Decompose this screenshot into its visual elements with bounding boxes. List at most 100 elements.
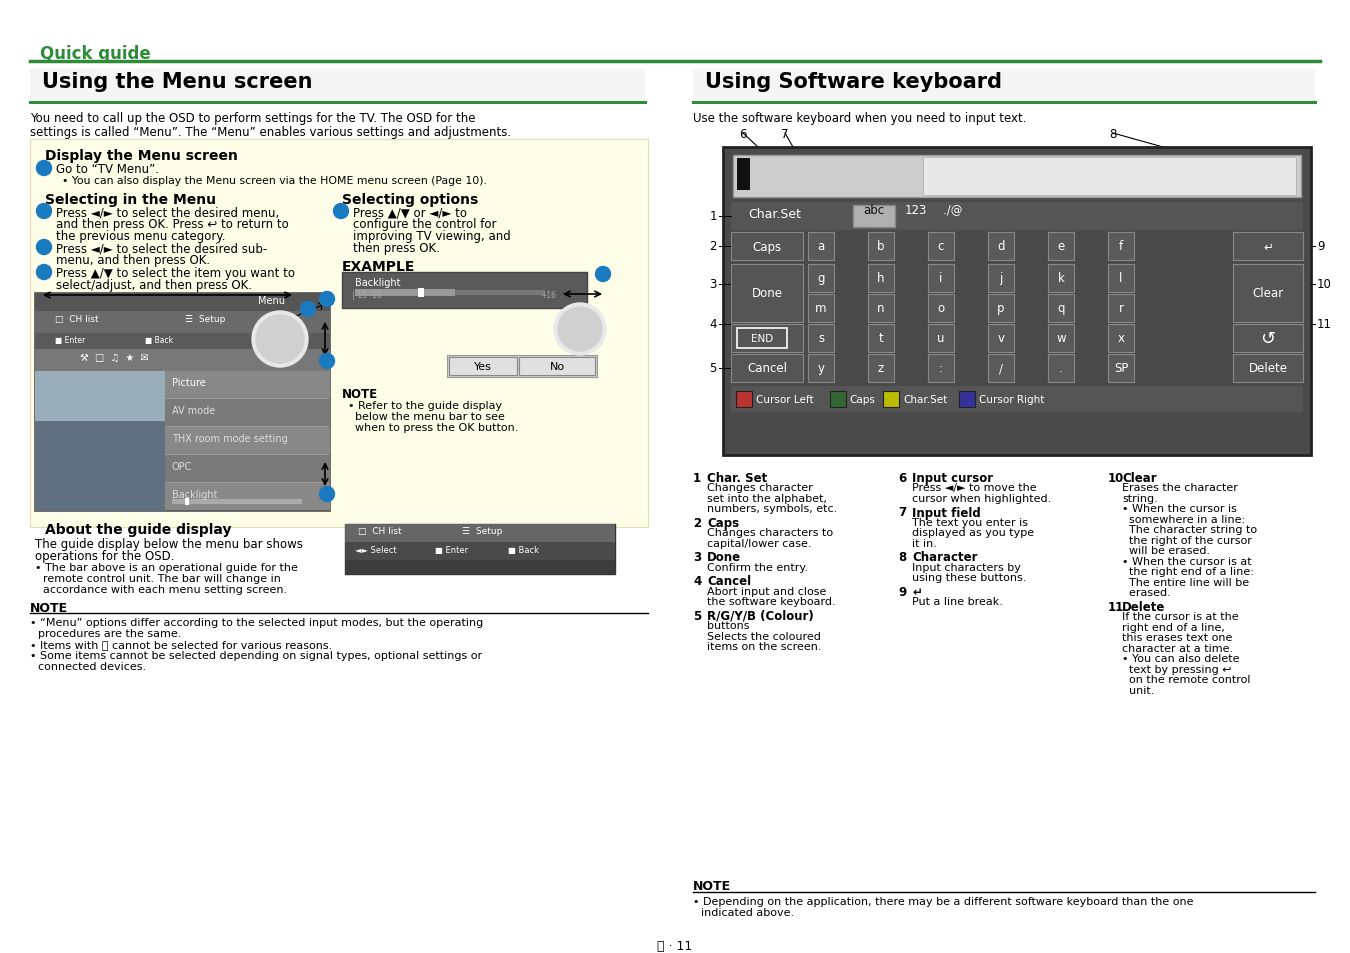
- Text: the previous menu category.: the previous menu category.: [55, 230, 225, 243]
- Bar: [35, 372, 165, 421]
- Bar: [927, 233, 954, 261]
- Text: g: g: [817, 273, 825, 285]
- Text: 6: 6: [740, 128, 747, 141]
- Bar: [35, 372, 165, 512]
- Text: • Some items cannot be selected depending on signal types, optional settings or: • Some items cannot be selected dependin…: [30, 650, 482, 660]
- Text: then press OK.: then press OK.: [352, 242, 440, 254]
- Text: 9: 9: [1318, 240, 1324, 253]
- Bar: [30, 70, 645, 103]
- Bar: [737, 329, 787, 349]
- Text: The text you enter is: The text you enter is: [913, 517, 1027, 527]
- Text: +16: +16: [540, 291, 556, 299]
- Text: 11: 11: [1108, 600, 1125, 614]
- Bar: [730, 203, 1303, 231]
- Bar: [1048, 265, 1075, 293]
- Text: Menu: Menu: [258, 295, 285, 306]
- Text: string.: string.: [1122, 494, 1158, 503]
- Bar: [988, 294, 1014, 323]
- Circle shape: [36, 204, 51, 219]
- Text: i: i: [940, 273, 942, 285]
- Text: 2: 2: [710, 240, 717, 253]
- Text: You need to call up the OSD to perform settings for the TV. The OSD for the: You need to call up the OSD to perform s…: [30, 112, 475, 125]
- Text: the right of the cursor: the right of the cursor: [1122, 536, 1251, 545]
- Text: Press ▲/▼ or ◄/► to: Press ▲/▼ or ◄/► to: [352, 206, 467, 219]
- Text: character at a time.: character at a time.: [1122, 643, 1233, 654]
- Text: Cancel: Cancel: [747, 362, 787, 375]
- Text: this erases text one: this erases text one: [1122, 633, 1233, 643]
- Bar: [1108, 265, 1134, 293]
- Bar: [342, 273, 587, 309]
- Text: the right end of a line:: the right end of a line:: [1122, 567, 1254, 577]
- Bar: [927, 265, 954, 293]
- Text: Selecting options: Selecting options: [342, 193, 478, 207]
- Text: ./@: ./@: [944, 203, 967, 216]
- Bar: [868, 294, 894, 323]
- Text: NOTE: NOTE: [693, 879, 732, 892]
- Text: • Refer to the guide display: • Refer to the guide display: [348, 400, 502, 411]
- Text: 5: 5: [710, 362, 717, 375]
- Text: y: y: [818, 362, 825, 375]
- Bar: [809, 325, 834, 353]
- Circle shape: [595, 267, 610, 282]
- Text: :: :: [940, 362, 944, 375]
- Bar: [733, 156, 1301, 198]
- Bar: [165, 428, 329, 455]
- Text: Press ◄/► to select the desired menu,: Press ◄/► to select the desired menu,: [55, 206, 279, 219]
- Text: No: No: [549, 361, 564, 372]
- Text: b: b: [878, 240, 884, 253]
- Bar: [35, 294, 329, 512]
- Text: ↵: ↵: [913, 585, 922, 598]
- Text: h: h: [878, 273, 884, 285]
- Text: • Depending on the application, there may be a different software keyboard than : • Depending on the application, there ma…: [693, 896, 1193, 906]
- Text: cursor when highlighted.: cursor when highlighted.: [913, 494, 1052, 503]
- Bar: [988, 265, 1014, 293]
- Bar: [853, 206, 895, 228]
- Text: Delete: Delete: [1249, 362, 1288, 375]
- Text: NOTE: NOTE: [30, 601, 68, 615]
- Text: below the menu bar to see: below the menu bar to see: [348, 412, 505, 421]
- Text: • When the cursor is at: • When the cursor is at: [1122, 557, 1251, 566]
- Text: numbers, symbols, etc.: numbers, symbols, etc.: [707, 504, 837, 514]
- Bar: [1233, 325, 1303, 353]
- Bar: [346, 542, 616, 560]
- Bar: [730, 325, 803, 353]
- Text: |-15 -16: |-15 -16: [352, 291, 382, 299]
- Bar: [35, 312, 329, 334]
- Text: Backlight: Backlight: [171, 490, 217, 499]
- Bar: [730, 387, 1303, 413]
- Text: About the guide display: About the guide display: [45, 522, 231, 537]
- Text: t: t: [879, 333, 883, 345]
- Text: buttons: buttons: [707, 620, 749, 631]
- Bar: [1108, 233, 1134, 261]
- Text: when to press the OK button.: when to press the OK button.: [348, 422, 518, 433]
- Text: v: v: [998, 333, 1004, 345]
- Text: m: m: [815, 302, 826, 315]
- Text: Selects the coloured: Selects the coloured: [707, 631, 821, 641]
- Text: ↵: ↵: [1264, 240, 1273, 253]
- Text: somewhere in a line:: somewhere in a line:: [1122, 515, 1245, 524]
- Bar: [1108, 294, 1134, 323]
- Bar: [737, 159, 751, 191]
- Text: Yes: Yes: [474, 361, 491, 372]
- Bar: [868, 355, 894, 382]
- Text: 1: 1: [693, 472, 701, 484]
- Text: 4: 4: [710, 318, 717, 331]
- Text: □  CH list: □ CH list: [358, 526, 402, 536]
- Text: 3: 3: [710, 278, 717, 292]
- Text: /: /: [999, 362, 1003, 375]
- Text: • “Menu” options differ according to the selected input modes, but the operating: • “Menu” options differ according to the…: [30, 618, 483, 627]
- Text: o: o: [937, 302, 945, 315]
- Text: 6: 6: [898, 472, 906, 484]
- Text: ⚒  □  ♫  ★  ✉: ⚒ □ ♫ ★ ✉: [80, 353, 148, 363]
- Text: Cursor Right: Cursor Right: [979, 395, 1045, 405]
- Bar: [1108, 355, 1134, 382]
- Text: 2: 2: [693, 517, 701, 530]
- Text: □  CH list: □ CH list: [55, 314, 99, 324]
- Bar: [809, 265, 834, 293]
- Circle shape: [554, 304, 606, 355]
- Text: OK: OK: [273, 335, 286, 344]
- Text: 10: 10: [1108, 472, 1125, 484]
- Bar: [1048, 233, 1075, 261]
- Bar: [35, 294, 329, 312]
- Bar: [518, 357, 595, 375]
